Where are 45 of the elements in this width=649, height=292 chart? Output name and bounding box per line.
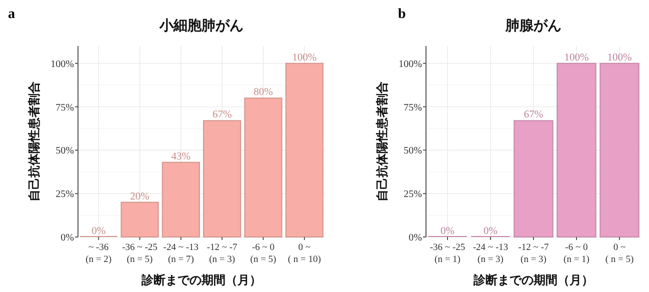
x-tick-label: -6 ~ 0 (n = 1) (564, 243, 590, 265)
text: a (8, 7, 15, 22)
data-label: 20% (130, 191, 150, 202)
y-tick-label: 0% (60, 232, 74, 244)
data-label: 67% (212, 110, 232, 121)
x-axis-title: 診断までの期間（月） (472, 273, 594, 287)
x-tick-label: 0 ~ ( n = 10) (288, 243, 321, 265)
data-label: 100% (564, 52, 589, 64)
y-tick-label: 25% (56, 189, 74, 200)
y-tick-label: 50% (56, 146, 74, 157)
y-tick-label: 0% (408, 232, 422, 244)
bar (203, 120, 242, 238)
text: b (398, 7, 406, 22)
data-label: 0% (440, 226, 455, 237)
y-tick-label: 50% (404, 146, 422, 157)
y-tick-label: 100% (50, 58, 74, 70)
y-tick-label: 25% (404, 189, 422, 200)
y-tick-label: 75% (56, 102, 74, 114)
data-label: 100% (607, 52, 632, 64)
x-tick-label: -6 ~ 0 (n = 5) (250, 243, 276, 265)
x-tick-label: 0 ~ ( n = 5) (605, 243, 634, 265)
x-tick-label: -36 ~ -25 (n = 1) (430, 243, 466, 265)
x-tick-label: -36 ~ -25 (n = 5) (122, 243, 158, 265)
data-label: 0% (92, 226, 106, 237)
y-axis-title: 自己抗体陽性患者割合 (375, 80, 389, 202)
x-tick-label: -24 ~ -13 (n = 3) (472, 243, 508, 265)
data-label: 0% (484, 226, 498, 237)
data-label: 80% (254, 87, 274, 98)
x-axis-title: 診断までの期間（月） (140, 273, 262, 287)
bar (120, 202, 159, 238)
data-label: 100% (292, 52, 317, 64)
x-tick-label: ~ -36 (n = 2) (86, 243, 112, 265)
data-label: 67% (524, 110, 544, 121)
chart-title: 肺腺がん (504, 18, 562, 34)
y-tick-label: 75% (404, 102, 422, 114)
x-tick-label: -24 ~ -13 (n = 7) (163, 243, 199, 265)
bar (285, 62, 324, 238)
y-tick-label: 100% (398, 58, 422, 70)
x-tick-label: -12 ~ -7 (n = 3) (518, 243, 549, 265)
y-axis-title: 自己抗体陽性患者割合 (27, 80, 41, 202)
data-label: 43% (171, 151, 191, 162)
chart-title: 小細胞肺がん (158, 18, 244, 34)
x-tick-label: -12 ~ -7 (n = 3) (206, 243, 238, 265)
bar (162, 162, 200, 238)
bar (244, 98, 282, 238)
